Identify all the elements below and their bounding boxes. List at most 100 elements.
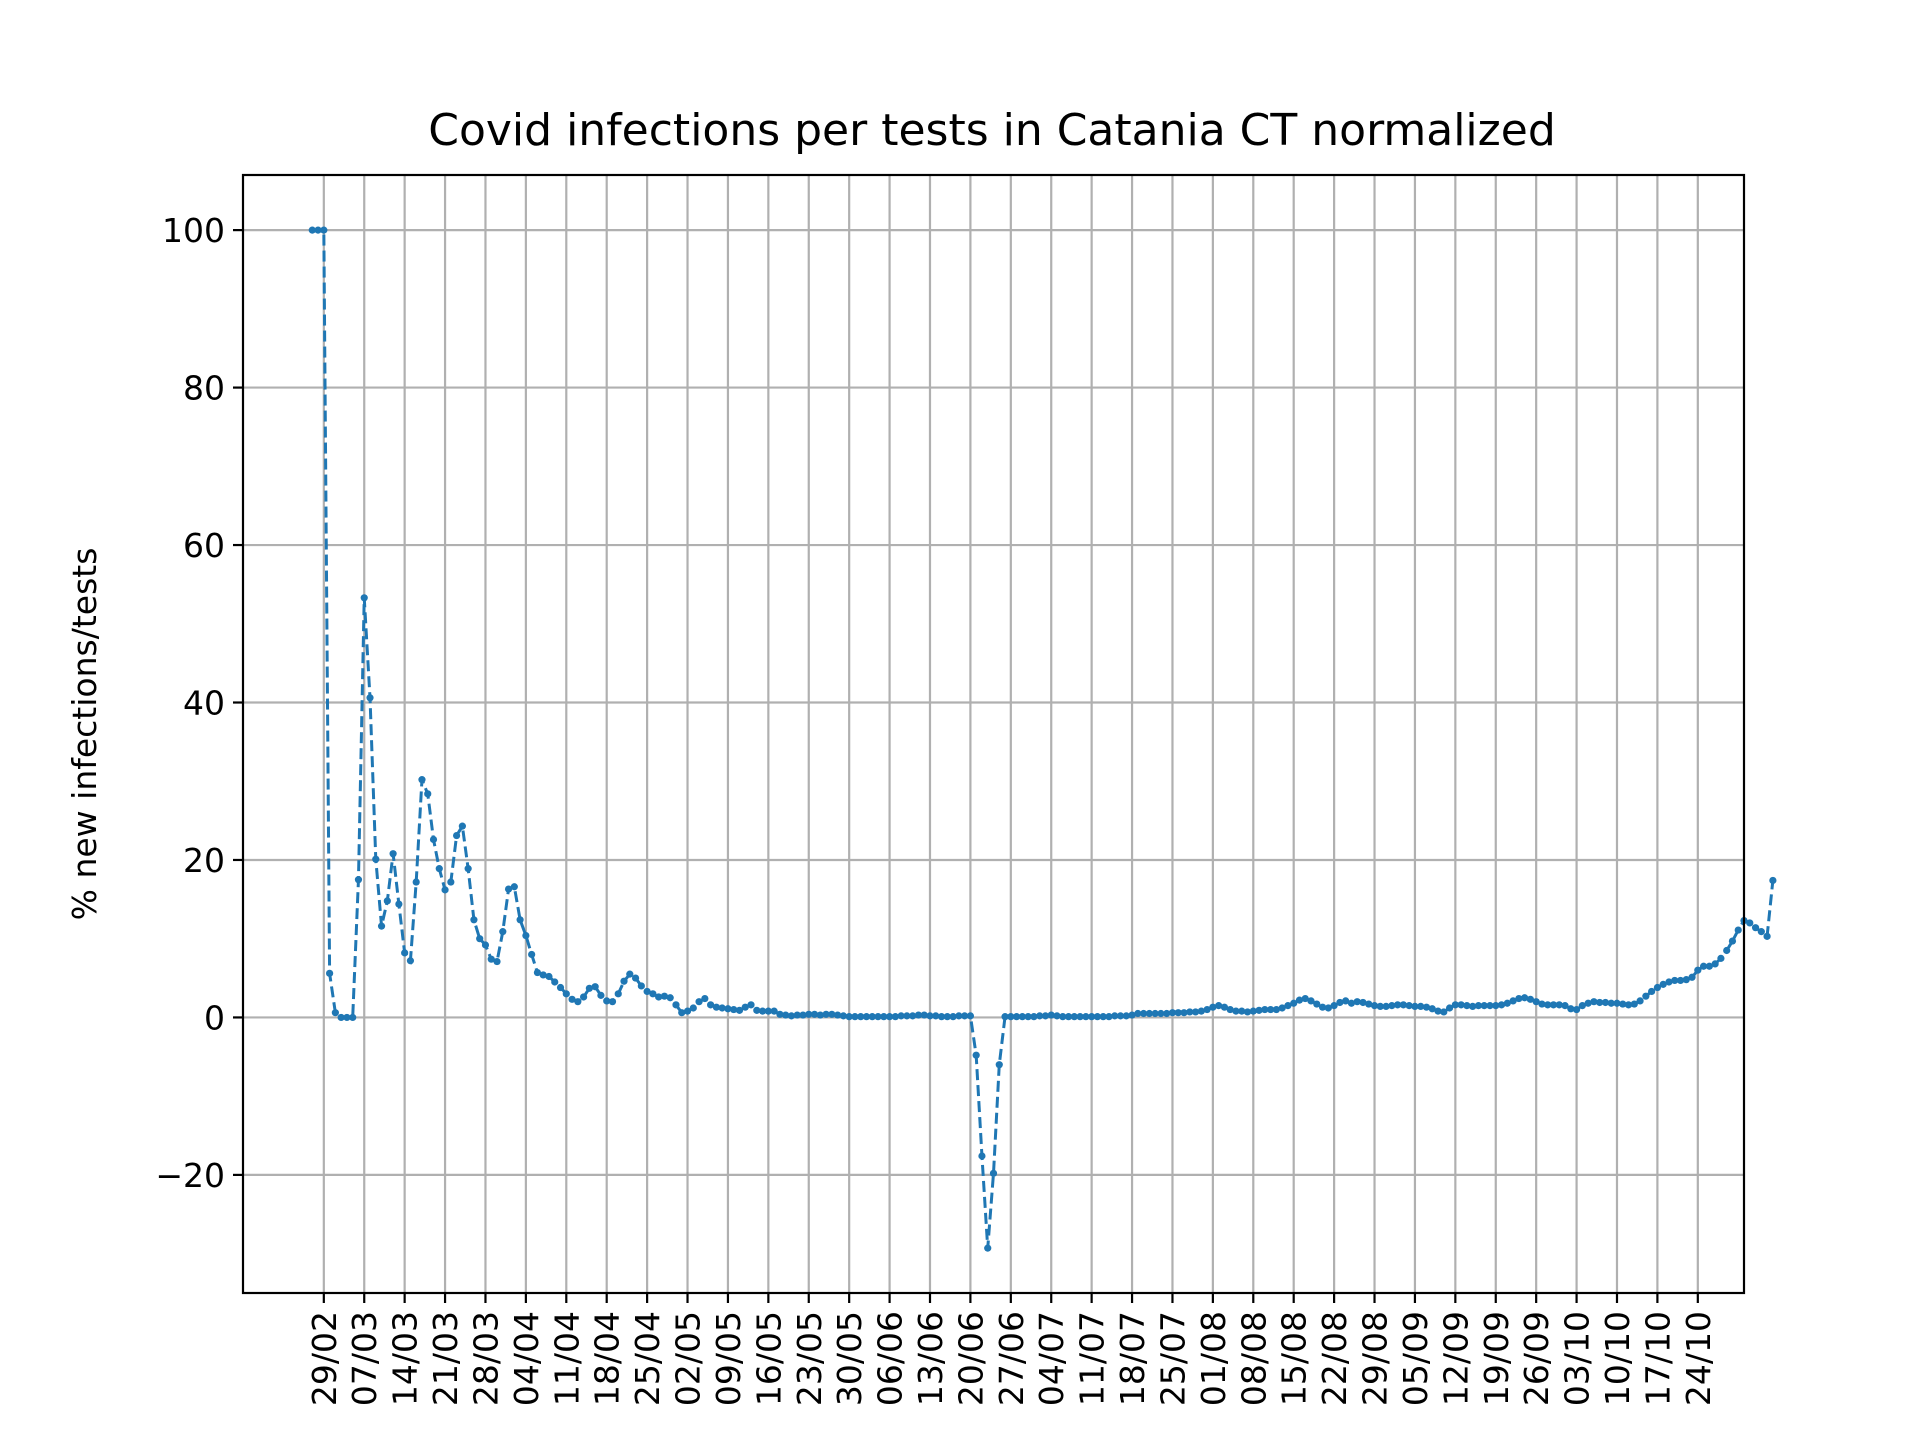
data-point — [603, 997, 611, 1005]
data-point — [1197, 1007, 1205, 1015]
data-point — [1324, 1004, 1332, 1012]
data-point — [1480, 1002, 1488, 1010]
data-point — [1526, 995, 1534, 1003]
x-tick-label: 20/06 — [951, 1311, 990, 1406]
data-point — [354, 876, 363, 884]
series-line — [312, 228, 1775, 1249]
data-point — [753, 1006, 761, 1014]
data-point — [776, 1010, 784, 1018]
data-point — [1601, 998, 1610, 1007]
data-point — [701, 994, 709, 1003]
x-tick-label: 18/07 — [1113, 1311, 1152, 1406]
data-point — [683, 1007, 692, 1015]
data-point — [1590, 998, 1598, 1006]
data-point — [1561, 1002, 1569, 1010]
x-tick-label: 16/05 — [749, 1311, 788, 1406]
data-point — [1642, 992, 1650, 1000]
data-point — [533, 968, 542, 977]
data-point — [961, 1012, 969, 1020]
data-point — [1318, 1003, 1327, 1011]
x-tick-label: 25/04 — [628, 1311, 667, 1406]
x-tick-label: 29/02 — [305, 1311, 344, 1406]
data-point — [539, 971, 547, 979]
x-tick-label: 05/09 — [1396, 1311, 1435, 1406]
data-point — [1717, 954, 1725, 962]
data-point — [545, 972, 553, 981]
data-point — [810, 1010, 819, 1018]
data-point — [580, 993, 588, 1001]
x-tick-label: 23/05 — [790, 1311, 829, 1406]
data-point — [1394, 1001, 1402, 1009]
data-point — [435, 865, 443, 873]
data-point — [1619, 1000, 1627, 1008]
data-point — [972, 1051, 980, 1059]
data-point — [839, 1012, 848, 1020]
data-point — [799, 1011, 807, 1019]
data-point — [897, 1012, 905, 1020]
data-point — [1168, 1009, 1177, 1017]
data-point — [914, 1011, 923, 1019]
data-point — [805, 1010, 813, 1018]
data-point — [308, 226, 316, 234]
data-point — [1191, 1008, 1200, 1016]
data-point — [1163, 1009, 1171, 1018]
data-point — [989, 1169, 998, 1177]
data-point — [1111, 1012, 1119, 1020]
data-point — [909, 1012, 917, 1020]
data-point — [816, 1011, 824, 1019]
data-point — [1440, 1008, 1448, 1016]
data-point — [660, 992, 669, 1000]
x-tick-label: 30/05 — [830, 1311, 869, 1406]
data-point — [1624, 1001, 1633, 1009]
data-point — [1105, 1013, 1113, 1021]
data-point — [326, 969, 334, 977]
data-point — [487, 955, 495, 963]
data-point — [828, 1010, 836, 1018]
data-point — [429, 835, 438, 844]
data-point — [377, 922, 386, 930]
data-point — [1572, 1005, 1581, 1014]
data-point — [631, 974, 640, 982]
data-point — [1763, 932, 1771, 940]
data-point — [747, 1001, 755, 1009]
x-tick-label: 02/05 — [669, 1311, 708, 1406]
data-point — [1474, 1002, 1483, 1010]
data-point — [516, 916, 524, 924]
data-point — [891, 1013, 899, 1021]
data-point — [1047, 1011, 1055, 1019]
data-point — [401, 949, 409, 957]
data-point — [1417, 1002, 1425, 1011]
x-tick-label: 11/07 — [1073, 1311, 1112, 1406]
data-point — [1451, 1001, 1459, 1009]
data-point — [1630, 1000, 1638, 1008]
x-tick-label: 04/07 — [1032, 1311, 1071, 1406]
data-point — [383, 897, 391, 905]
data-point — [1757, 928, 1765, 936]
data-point — [510, 883, 518, 891]
data-point — [464, 865, 472, 873]
data-point — [782, 1011, 790, 1019]
data-point — [476, 935, 484, 943]
x-axis: 29/02 07/03 14/03 21/03 28/03 04/04 11/04 18/04… — [305, 1293, 1718, 1406]
data-point — [504, 885, 513, 893]
x-tick-label: 14/03 — [386, 1311, 425, 1406]
data-point — [1347, 999, 1356, 1007]
data-point — [412, 878, 420, 886]
data-point — [926, 1012, 934, 1020]
data-point — [637, 982, 645, 990]
data-point — [655, 993, 663, 1001]
data-point — [1411, 1002, 1419, 1011]
data-point — [1653, 983, 1661, 992]
data-point — [1694, 966, 1702, 974]
data-point — [320, 226, 328, 234]
data-point — [447, 878, 455, 886]
data-point — [1676, 976, 1685, 985]
data-point — [458, 822, 466, 830]
data-point — [1076, 1013, 1084, 1021]
data-point — [1180, 1009, 1188, 1017]
x-tick-label: 08/08 — [1234, 1311, 1273, 1406]
data-point — [1659, 980, 1667, 988]
data-point — [1088, 1013, 1096, 1021]
x-tick-label: 07/03 — [345, 1311, 384, 1406]
y-tick-label: 80 — [183, 369, 225, 408]
